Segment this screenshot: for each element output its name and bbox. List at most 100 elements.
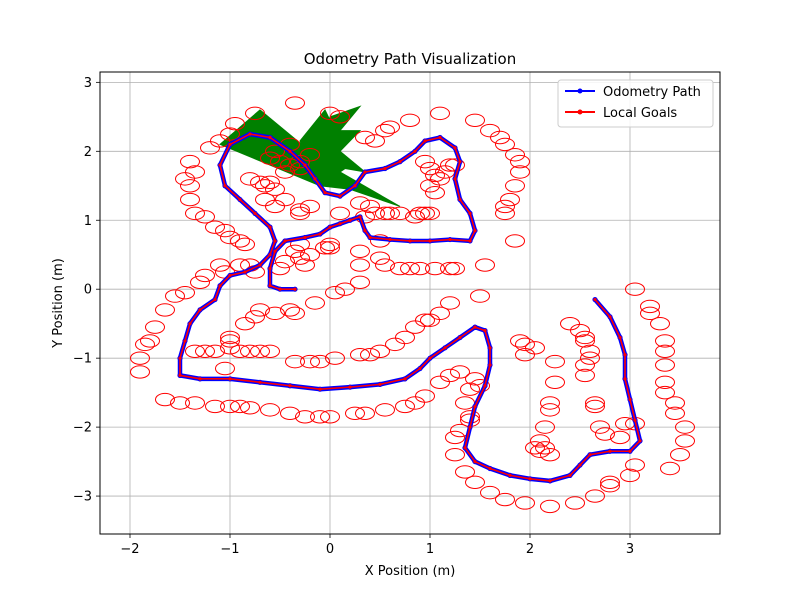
- goal-circle: [215, 361, 235, 376]
- goal-circle: [260, 403, 280, 417]
- goal-circle: [475, 258, 495, 272]
- goal-circle: [400, 261, 420, 276]
- goal-circle: [220, 399, 240, 414]
- legend-marker-odometry: [577, 88, 583, 94]
- y-axis-label: Y Position (m): [51, 258, 66, 349]
- goal-circle: [245, 310, 265, 324]
- goal-circle: [325, 351, 345, 365]
- local-goals-point: [228, 377, 232, 381]
- goal-circle: [640, 299, 660, 314]
- goal-circle: [175, 172, 195, 186]
- local-goals-point: [258, 380, 262, 384]
- goal-circle: [545, 375, 565, 390]
- goal-circle: [390, 261, 410, 276]
- goal-circle: [180, 192, 200, 207]
- goal-circle: [640, 306, 660, 321]
- goal-circle: [375, 403, 395, 417]
- goal-circle: [405, 320, 425, 334]
- local-goals-point: [618, 335, 622, 340]
- legend: Odometry Path Local Goals: [557, 79, 714, 128]
- local-goals-point: [508, 473, 512, 477]
- goal-circle: [415, 389, 435, 403]
- goal-circle: [420, 161, 440, 176]
- local-goals-point: [628, 397, 632, 402]
- goal-circle: [190, 275, 210, 290]
- local-goals-point: [178, 356, 182, 360]
- local-goals-point: [608, 315, 612, 319]
- goal-circle: [290, 154, 310, 169]
- local-goals-point: [188, 322, 192, 326]
- goal-circle: [515, 337, 535, 352]
- local-goals-point: [328, 225, 332, 229]
- goal-circle: [380, 120, 400, 134]
- goal-circle: [585, 396, 605, 410]
- goal-circle: [410, 261, 430, 276]
- local-goals-point: [198, 377, 202, 381]
- goal-circle: [220, 341, 240, 355]
- goal-circle: [655, 375, 675, 390]
- x-tick-label: 0: [326, 542, 334, 557]
- local-goals-point: [288, 384, 292, 388]
- local-goals-point: [268, 266, 272, 271]
- goal-circle: [430, 172, 450, 186]
- goal-circle: [655, 358, 675, 372]
- local-goals-point: [468, 211, 472, 215]
- goal-circle: [275, 192, 295, 207]
- goal-circle: [240, 172, 260, 186]
- goal-circle: [435, 165, 455, 179]
- goal-circle: [290, 251, 310, 265]
- y-tick-label: 3: [84, 76, 92, 91]
- goal-circle: [315, 241, 335, 255]
- local-goals-point: [283, 239, 287, 243]
- local-goals-point: [633, 418, 637, 422]
- local-goals-point: [383, 166, 387, 171]
- goal-circle: [335, 282, 355, 296]
- local-goals-point: [458, 160, 462, 164]
- y-tick-label: 0: [84, 283, 92, 298]
- local-goals-point: [428, 356, 432, 360]
- local-goals-point: [273, 239, 277, 243]
- goal-circle: [465, 475, 485, 489]
- goal-circle: [310, 410, 330, 424]
- local-goals-point: [183, 339, 187, 343]
- goal-circle: [390, 206, 410, 221]
- goal-circle: [495, 137, 515, 152]
- goal-circle: [320, 410, 340, 424]
- goal-circle: [275, 254, 295, 269]
- local-goals-point: [348, 218, 352, 222]
- local-goals-point: [403, 377, 407, 381]
- goal-circle: [180, 154, 200, 169]
- goal-circle: [195, 210, 215, 224]
- goal-circle: [440, 261, 460, 276]
- goal-circle: [220, 334, 240, 348]
- local-goals-point: [268, 225, 272, 229]
- x-axis-label: X Position (m): [365, 564, 456, 579]
- local-goals-point: [228, 142, 232, 147]
- local-goals-point: [628, 449, 632, 453]
- goal-circle: [240, 344, 260, 358]
- local-goals-point: [218, 284, 222, 288]
- local-goals-point: [358, 215, 362, 219]
- x-tick-label: 1: [426, 542, 434, 557]
- goal-circle: [535, 420, 555, 434]
- goal-circle: [290, 203, 310, 217]
- local-goals-point: [428, 239, 432, 243]
- local-goals-point: [463, 446, 467, 450]
- goal-circle: [600, 475, 620, 489]
- goal-circle: [310, 354, 330, 369]
- goal-circle: [265, 306, 285, 321]
- goal-circle: [540, 447, 560, 462]
- local-goals-point: [473, 325, 477, 329]
- goal-circle: [430, 375, 450, 390]
- goal-circle: [235, 237, 255, 252]
- goal-circle: [465, 113, 485, 127]
- local-goals-point: [408, 239, 412, 243]
- goal-circle: [595, 427, 615, 441]
- local-goals-point: [218, 163, 222, 167]
- local-goals-point: [293, 287, 297, 291]
- goal-circle: [505, 179, 525, 193]
- local-goals-point: [223, 184, 227, 188]
- goal-circle: [305, 296, 325, 310]
- goal-circle: [170, 396, 190, 410]
- goal-circle: [360, 199, 380, 214]
